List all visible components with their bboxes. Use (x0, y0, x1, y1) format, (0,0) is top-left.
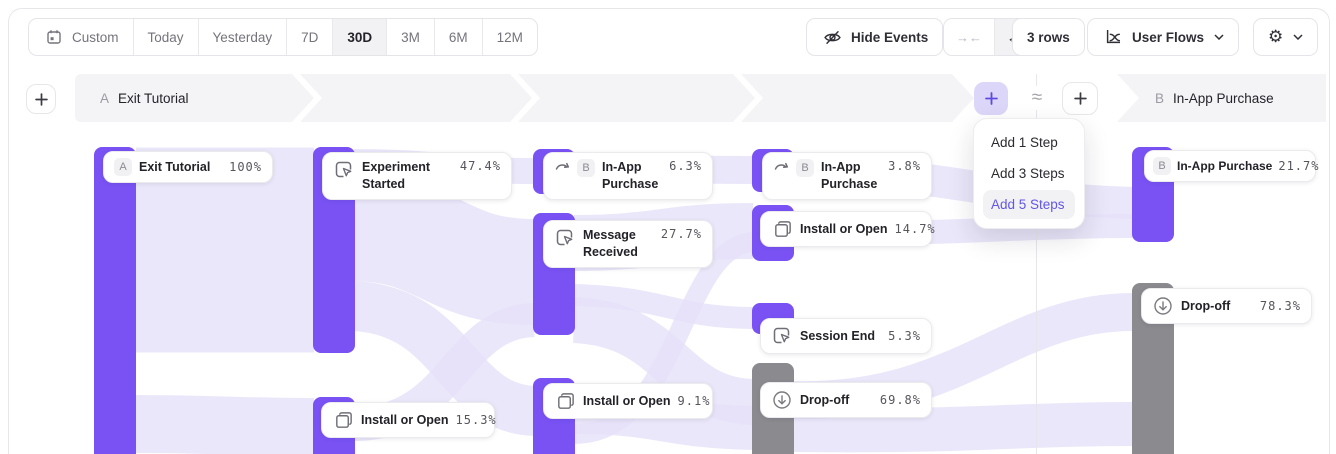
event-card-install-14[interactable]: Install or Open 14.7% (760, 211, 935, 247)
conversion-pct: 69.8% (879, 393, 921, 407)
conversion-pct: 100% (229, 160, 262, 174)
event-card-experiment-started[interactable]: Experiment Started 47.4% (322, 152, 512, 200)
step-header-a[interactable]: A Exit Tutorial (100, 74, 189, 122)
plus-icon (984, 92, 998, 105)
dropoff-icon (771, 389, 793, 411)
event-card-session-end[interactable]: Session End 5.3% (760, 318, 932, 354)
custom-event-icon (554, 227, 576, 249)
date-range-yesterday[interactable]: Yesterday (199, 19, 288, 55)
custom-event-icon (771, 325, 793, 347)
date-range-custom[interactable]: Custom (29, 19, 134, 55)
conversion-pct: 27.7% (660, 227, 702, 241)
menu-item-add-3-steps[interactable]: Add 3 Steps (991, 166, 1065, 181)
conversion-pct: 3.8% (888, 159, 921, 173)
gear-icon: ⚙ (1268, 27, 1284, 46)
event-card-install-15[interactable]: Install or Open 15.3% (321, 402, 497, 438)
hide-events-button[interactable]: Hide Events (806, 18, 944, 56)
install-icon (771, 218, 793, 240)
menu-item-add-5-steps[interactable]: Add 5 Steps (983, 190, 1075, 219)
conversion-pct: 9.1% (677, 394, 711, 408)
add-step-before-button[interactable] (26, 84, 56, 114)
add-steps-menu: Add 1 Step Add 3 Steps Add 5 Steps (973, 118, 1085, 229)
conversion-pct: 5.3% (888, 329, 921, 343)
install-icon (554, 390, 576, 412)
event-card-iap-6[interactable]: B In-App Purchase 6.3% (543, 152, 713, 200)
event-card-dropoff-78[interactable]: Drop-off 78.3% (1141, 288, 1312, 324)
event-card-iap-21[interactable]: B In-App Purchase 21.7% (1144, 150, 1320, 182)
collapse-icon: →← (956, 29, 982, 45)
add-step-between-button[interactable] (974, 82, 1008, 115)
flow-section-divider (1036, 74, 1037, 454)
rows-button[interactable]: 3 rows (1012, 18, 1085, 56)
step-letter: A (100, 90, 110, 106)
dropoff-icon (1152, 295, 1174, 317)
calendar-icon (43, 26, 65, 48)
date-range-today[interactable]: Today (134, 19, 199, 55)
event-card-dropoff-69[interactable]: Drop-off 69.8% (760, 382, 932, 418)
flow-bar-exit-tutorial[interactable] (94, 147, 136, 454)
step-b-badge: B (1153, 157, 1171, 175)
step-b-badge: B (796, 159, 814, 177)
conversion-pct: 21.7% (1278, 159, 1320, 173)
event-card-exit-tutorial[interactable]: A Exit Tutorial 100% (103, 151, 273, 183)
eye-off-icon (821, 26, 843, 48)
jump-arrow-icon (773, 159, 789, 175)
conversion-pct: 78.3% (1259, 299, 1301, 313)
date-range-label: Custom (72, 29, 119, 45)
step-header-banner (75, 74, 1326, 122)
hide-events-label: Hide Events (851, 29, 929, 45)
install-icon (332, 409, 354, 431)
step-name: Exit Tutorial (118, 90, 189, 106)
conversion-pct: 6.3% (669, 159, 702, 173)
conversion-pct: 15.3% (455, 413, 497, 427)
add-step-after-button[interactable] (1062, 82, 1098, 115)
approx-icon: ≈ (1024, 86, 1050, 110)
event-card-install-9[interactable]: Install or Open 9.1% (543, 383, 713, 419)
user-flows-icon (1102, 26, 1124, 48)
step-b-badge: B (577, 159, 595, 177)
date-range-6m[interactable]: 6M (435, 19, 483, 55)
date-range-picker: Custom Today Yesterday 7D 30D 3M 6M 12M (28, 18, 538, 56)
chevron-down-icon (1293, 34, 1303, 40)
conversion-pct: 47.4% (459, 159, 501, 173)
chevron-down-icon (1214, 34, 1224, 40)
step-header-b[interactable]: B In-App Purchase (1155, 74, 1274, 122)
date-range-3m[interactable]: 3M (387, 19, 435, 55)
event-card-iap-3[interactable]: B In-App Purchase 3.8% (762, 152, 932, 200)
step-letter: B (1155, 90, 1165, 106)
chart-type-dropdown[interactable]: User Flows (1087, 18, 1240, 56)
date-range-12m[interactable]: 12M (496, 29, 523, 45)
event-card-message-received[interactable]: Message Received 27.7% (543, 220, 713, 268)
settings-dropdown[interactable]: ⚙ (1253, 18, 1319, 56)
rows-label: 3 rows (1027, 29, 1070, 45)
date-range-30d[interactable]: 30D (333, 19, 388, 55)
plus-icon (34, 92, 48, 106)
step-name: In-App Purchase (1173, 90, 1274, 106)
conversion-pct: 14.7% (894, 222, 936, 236)
step-a-badge: A (114, 158, 132, 176)
collapse-columns-button[interactable]: →← (944, 19, 995, 55)
jump-arrow-icon (554, 159, 570, 175)
menu-item-add-1-step[interactable]: Add 1 Step (991, 135, 1058, 150)
custom-event-icon (333, 159, 355, 181)
date-range-7d[interactable]: 7D (287, 19, 334, 55)
chart-type-label: User Flows (1132, 29, 1205, 45)
toolbar: Custom Today Yesterday 7D 30D 3M 6M 12M … (0, 18, 1336, 56)
plus-icon (1073, 92, 1087, 105)
